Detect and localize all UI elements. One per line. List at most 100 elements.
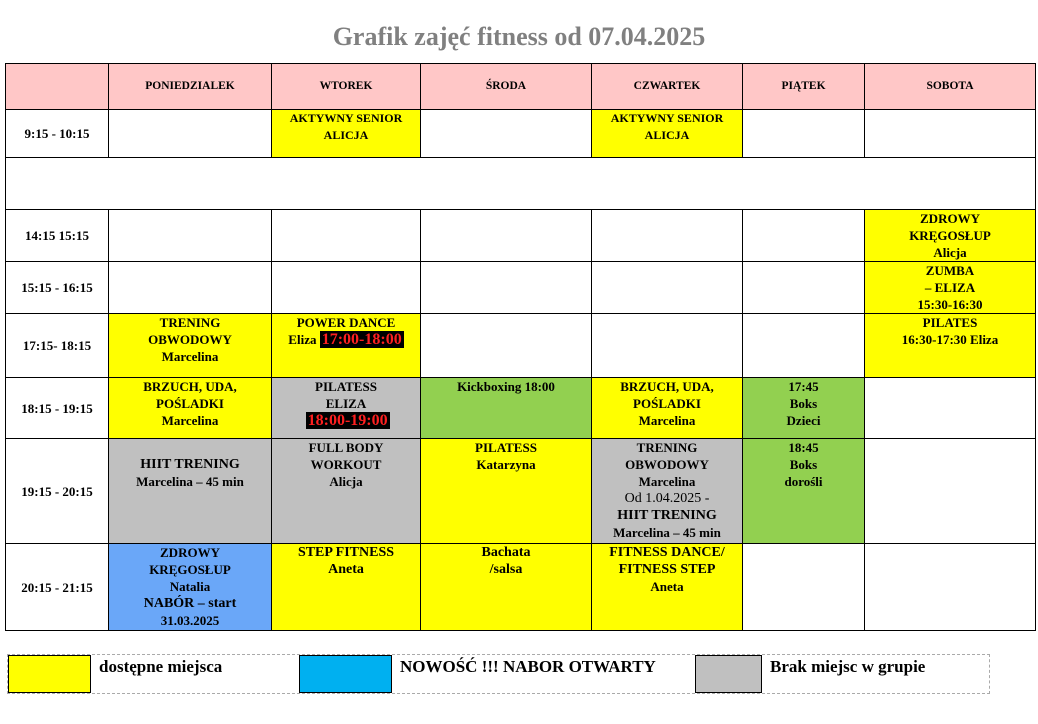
class-text: PILATESS (315, 379, 377, 394)
legend-label: NOWOŚĆ !!! NABOR OTWARTY (400, 657, 656, 676)
day-header: PIĄTEK (742, 63, 865, 110)
class-line: HIIT TRENING (593, 507, 742, 524)
schedule-row: 19:15 - 20:15 HIIT TRENING Marcelina – 45… (5, 438, 1036, 544)
class-cell: Bachata/salsa (420, 543, 592, 631)
class-text: Bachata (481, 545, 531, 560)
class-cell: AKTYWNY SENIOR ALICJA (271, 109, 421, 158)
empty-cell (108, 261, 272, 314)
class-line: Marcelina (593, 473, 742, 490)
time-slot: 19:15 - 20:15 (5, 438, 109, 544)
class-line: PILATES (866, 315, 1035, 332)
empty-cell (864, 377, 1036, 439)
class-cell: TRENING OBWODOWY Marcelina (108, 313, 272, 378)
class-line: FULL BODY (273, 440, 420, 457)
class-line: Katarzyna (422, 456, 591, 473)
class-cell: ZDROWY KRĘGOSŁUP Natalia NABÓR – start 31.03… (108, 543, 272, 631)
class-text: 15:30-16:30 (917, 297, 983, 312)
class-text: ELIZA (325, 396, 367, 411)
class-text: AKTYWNY SENIOR (610, 111, 724, 125)
class-line: 16:30-17:30 Eliza (866, 331, 1035, 348)
day-header: SOBOTA (864, 63, 1036, 110)
class-line: dorośli (744, 473, 864, 490)
empty-cell (591, 313, 743, 378)
empty-cell (420, 209, 592, 262)
class-cell: BRZUCH, UDA, POŚLADKI Marcelina (108, 377, 272, 439)
class-text: POŚLADKI (633, 396, 701, 411)
class-cell: BRZUCH, UDA, POŚLADKI Marcelina (591, 377, 743, 439)
class-cell: AKTYWNY SENIOR ALICJA (591, 109, 743, 158)
empty-cell (420, 261, 592, 314)
class-text: Marcelina (161, 349, 219, 364)
class-line: Boks (744, 395, 864, 412)
class-line: KRĘGOSŁUP (110, 561, 271, 578)
class-line: NABÓR – start (110, 595, 271, 612)
class-cell: FULL BODY WORKOUT Alicja (271, 438, 421, 544)
class-line: POŚLADKI (593, 395, 742, 412)
empty-cell (742, 313, 865, 378)
class-text: FITNESS DANCE/ (609, 545, 725, 560)
class-text: Alicja (329, 474, 363, 489)
class-text: 31.03.2025 (160, 613, 220, 628)
day-header: PONIEDZIALEK (108, 63, 272, 110)
schedule-row (5, 157, 1036, 210)
class-text: ZUMBA (925, 263, 975, 278)
class-text: Marcelina (161, 413, 219, 428)
class-line: /salsa (422, 561, 591, 578)
empty-cell (271, 261, 421, 314)
class-text: POWER DANCE (296, 315, 396, 330)
spacer-row (5, 157, 1036, 210)
class-line: 31.03.2025 (110, 612, 271, 629)
class-text: AKTYWNY SENIOR (289, 111, 403, 125)
class-text: Aneta (650, 579, 684, 594)
page-title: Grafik zajęć fitness od 07.04.2025 (332, 22, 706, 51)
class-line: Marcelina – 45 min (593, 524, 742, 541)
legend-swatch (8, 655, 91, 693)
class-text: – ELIZA (924, 280, 976, 295)
class-text: Katarzyna (476, 457, 536, 472)
class-text: HIIT TRENING (617, 508, 717, 523)
empty-cell (591, 209, 743, 262)
class-line: FITNESS STEP (593, 561, 742, 578)
class-line: STEP FITNESS (273, 545, 420, 562)
class-text: /salsa (489, 562, 523, 577)
class-line: Marcelina (110, 412, 271, 429)
class-cell: ZUMBA – ELIZA 15:30-16:30 (864, 261, 1036, 314)
class-line: ALICJA (273, 127, 420, 144)
class-line: 15:30-16:30 (866, 296, 1035, 313)
class-line: BRZUCH, UDA, (110, 379, 271, 396)
legend-swatch (299, 655, 392, 693)
class-line: Marcelina – 45 min (110, 473, 271, 490)
class-text: 16:30-17:30 Eliza (901, 332, 999, 347)
class-text: Alicja (933, 245, 967, 260)
time-highlight: 17:00-18:00 (319, 331, 404, 348)
legend-label: dostępne miejsca (99, 657, 223, 676)
empty-cell (420, 109, 592, 158)
legend-swatch (695, 655, 762, 693)
class-line: PILATESS (422, 440, 591, 457)
empty-cell (742, 109, 865, 158)
class-text: WORKOUT (310, 457, 382, 472)
class-line: Natalia (110, 578, 271, 595)
class-text: ZDROWY (920, 211, 980, 226)
time-highlight: 18:00-19:00 (305, 412, 390, 429)
header-row: PONIEDZIALEK WTOREK ŚRODA CZWARTEK PIĄTEK SOB… (5, 63, 1036, 110)
class-cell: ZDROWY KRĘGOSŁUP Alicja (864, 209, 1036, 262)
class-line: Dzieci (744, 412, 864, 429)
empty-cell (864, 109, 1036, 158)
class-line: ZUMBA (866, 263, 1035, 280)
class-line: 18:00-19:00 (273, 412, 420, 429)
class-text: BRZUCH, UDA, (143, 379, 237, 394)
empty-cell (864, 543, 1036, 631)
class-text: KRĘGOSŁUP (909, 228, 991, 243)
empty-cell (108, 209, 272, 262)
class-text: Od 1.04.2025 - (624, 491, 710, 506)
class-line: Marcelina (110, 348, 271, 365)
day-header (5, 63, 109, 110)
class-line: Boks (744, 456, 864, 473)
class-text: OBWODOWY (625, 457, 709, 472)
class-text: PILATES (922, 315, 978, 330)
class-line: Aneta (273, 561, 420, 578)
class-line: HIIT TRENING (110, 456, 271, 473)
class-line: PILATESS (273, 379, 420, 396)
class-text: Marcelina (638, 413, 696, 428)
